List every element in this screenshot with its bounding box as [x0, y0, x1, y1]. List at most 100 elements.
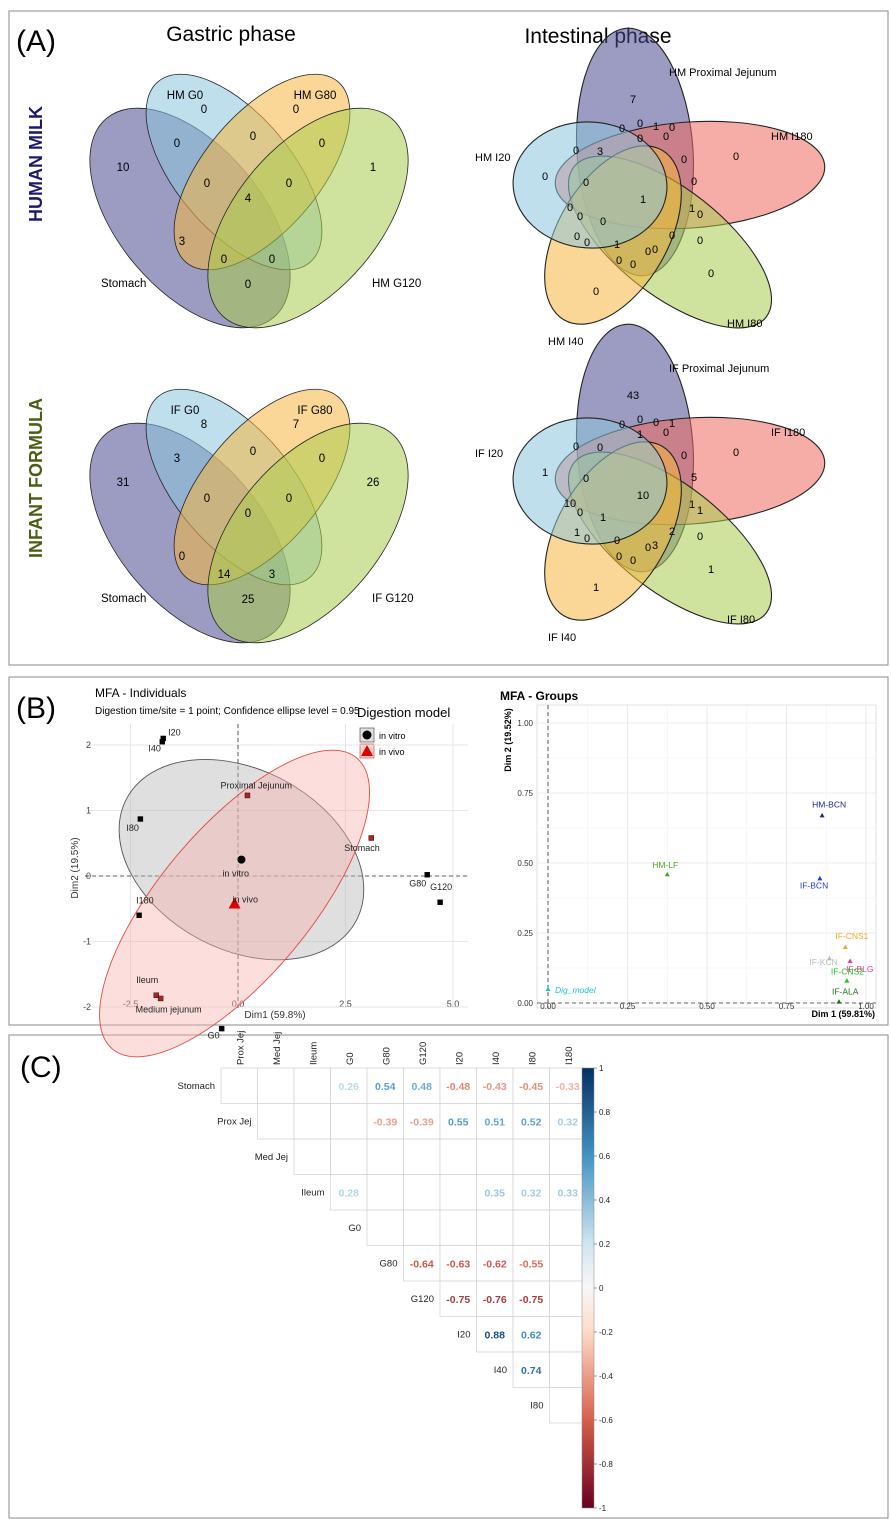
column-header: I180: [564, 1047, 575, 1066]
venn5-region-count: 0: [733, 151, 739, 163]
correlation-value: -0.45: [519, 1081, 543, 1093]
group-point-label: HM-LF: [652, 860, 678, 870]
matrix-cell: [549, 1316, 587, 1353]
correlation-value: -0.75: [446, 1294, 470, 1306]
venn5-region-count: 0: [542, 171, 548, 183]
venn5-region-count: 1: [637, 429, 643, 441]
venn5-set-label: IF I180: [771, 427, 805, 439]
x-tick-label: -2.5: [123, 999, 139, 1009]
individual-point: [137, 816, 144, 822]
venn5-set-label: HM I20: [475, 152, 510, 164]
legend-circle-icon: [362, 730, 372, 740]
group-point: [545, 986, 551, 991]
venn4-set-label: HM G0: [167, 90, 203, 102]
row-header: I80: [530, 1400, 543, 1411]
venn5-region-count: 0: [653, 417, 659, 429]
venn5-region-count: 0: [614, 535, 620, 547]
venn4-region-count: 0: [204, 493, 210, 505]
individual-point-label: I20: [168, 727, 181, 737]
matrix-cell: [439, 1103, 477, 1140]
venn5-region-count: 0: [697, 209, 703, 221]
matrix-cell: [439, 1138, 477, 1175]
venn4-region-count: 14: [218, 569, 231, 581]
gastric-phase-title: Gastric phase: [166, 23, 296, 46]
correlation-value: 0.48: [412, 1081, 433, 1093]
venn5-set-label: IF I40: [548, 632, 576, 644]
group-point-label: HM-BCN: [812, 799, 846, 809]
venn5-region-count: 1: [600, 512, 606, 524]
row-header: I40: [494, 1365, 507, 1376]
individual-point-label: I180: [136, 895, 154, 905]
group-point-label: Dig_model: [555, 985, 597, 995]
venn4-set-label: Stomach: [101, 593, 146, 605]
matrix-cell: [403, 1103, 441, 1140]
row-label-infant-formula: INFANT FORMULA: [26, 398, 46, 558]
venn5-region-count: 43: [627, 390, 639, 402]
venn5-region-count: 0: [645, 246, 651, 258]
individual-point: [218, 1025, 225, 1032]
matrix-cell: [476, 1138, 514, 1175]
venn5-region-count: 0: [645, 542, 651, 554]
correlation-value: 0.55: [448, 1116, 469, 1128]
matrix-cell: [439, 1209, 477, 1246]
venn5-region-count: 0: [630, 555, 636, 567]
correlation-value: 0.35: [485, 1187, 506, 1199]
venn5-region-count: 0: [681, 450, 687, 462]
venn5-region-count: 0: [600, 216, 606, 228]
mfa-groups-plot: MFA - Groups Dim 1 (59.81%) Dim 2 (19.52…: [500, 689, 877, 1019]
group-point: [826, 955, 832, 961]
venn4-region-count: 25: [242, 594, 255, 606]
colorbar-tick-label: 0.2: [599, 1240, 611, 1249]
venn5-region-count: 1: [708, 564, 714, 576]
venn4-region-count: 0: [250, 446, 256, 458]
colorbar: [581, 1067, 595, 1509]
correlation-value: 0.32: [558, 1116, 579, 1128]
row-header: I20: [457, 1329, 470, 1340]
individual-point-label: I40: [148, 744, 161, 754]
colorbar-tick-label: -0.4: [599, 1372, 613, 1381]
correlation-value: 0.28: [339, 1187, 360, 1199]
venn5-region-count: 0: [691, 176, 697, 188]
colorbar-tick-label: -0.8: [599, 1460, 613, 1469]
individual-point: [153, 992, 160, 998]
venn4-region-count: 0: [174, 138, 180, 150]
matrix-cell: [512, 1280, 550, 1317]
venn5-region-count: 0: [681, 154, 687, 166]
colorbar-tick-label: 0.4: [599, 1196, 611, 1205]
venn4-set-label: IF G0: [171, 405, 200, 417]
matrix-cell: [257, 1067, 295, 1104]
venn5-region-count: 0: [637, 133, 643, 145]
venn5-region-count: 3: [652, 540, 658, 552]
venn4-region-count: 3: [174, 453, 180, 465]
venn4-set-label: IF G120: [372, 593, 414, 605]
matrix-cell: [366, 1174, 404, 1211]
venn5-region-count: 0: [663, 131, 669, 143]
matrix-cell: [512, 1316, 550, 1353]
venn4-region-count: 31: [117, 477, 130, 489]
individual-point-label: G80: [409, 879, 426, 889]
correlation-value: -0.39: [373, 1116, 397, 1128]
venn5-region-count: 0: [616, 255, 622, 267]
correlation-value: 0.62: [521, 1329, 542, 1341]
correlation-value: 0.32: [521, 1187, 542, 1199]
column-header: I40: [491, 1052, 502, 1065]
x-axis-label: Dim1 (59.8%): [244, 1010, 305, 1021]
groups-plot-area: [536, 704, 877, 1009]
matrix-cell: [439, 1067, 477, 1104]
colorbar-tick-label: -1: [599, 1504, 607, 1513]
venn5-region-count: 7: [630, 94, 636, 106]
correlation-value: 0.74: [521, 1365, 542, 1377]
individual-point-label: Stomach: [344, 843, 380, 853]
row-header: G80: [380, 1258, 398, 1269]
correlation-value: -0.64: [410, 1258, 434, 1270]
venn5-region-count: 0: [669, 230, 675, 242]
venn4-region-count: 1: [370, 162, 376, 174]
mfa-individuals-title: MFA - Individuals: [95, 686, 186, 700]
matrix-cell: [293, 1103, 331, 1140]
venn5-region-count: 0: [637, 118, 643, 130]
venn4-region-count: 3: [269, 569, 275, 581]
venn5-region-count: 0: [697, 235, 703, 247]
correlation-value: -0.62: [483, 1258, 507, 1270]
